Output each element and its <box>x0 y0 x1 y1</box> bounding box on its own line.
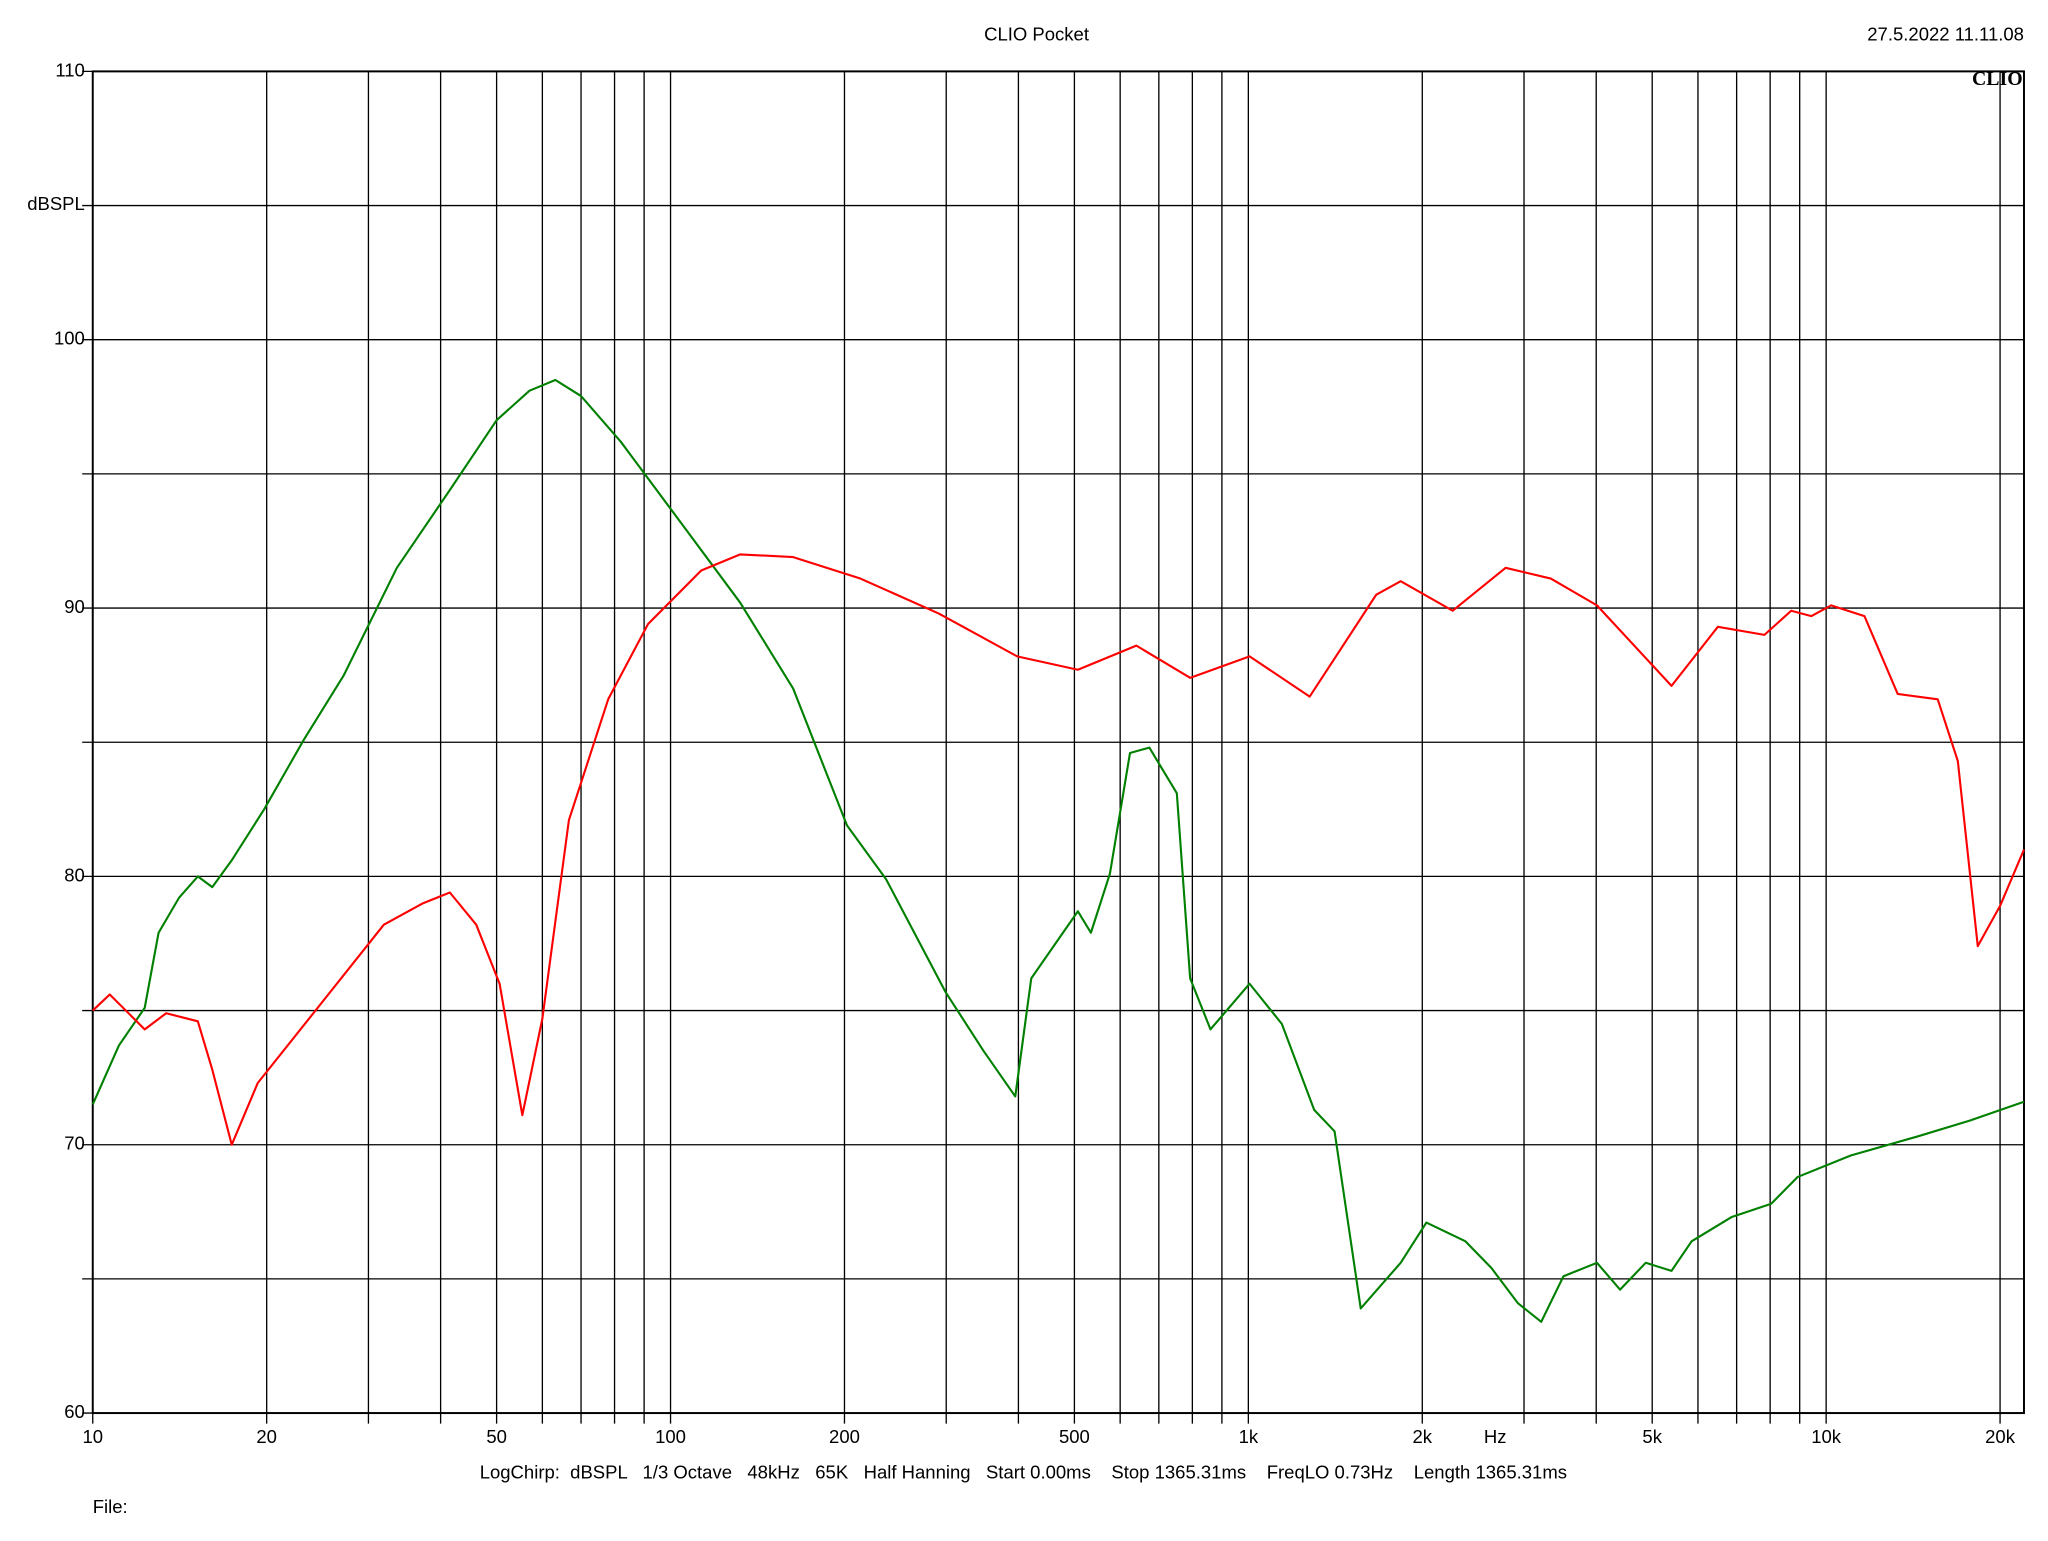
y-tick-label: 100 <box>54 328 85 349</box>
x-tick-label: 200 <box>829 1426 860 1447</box>
y-tick-label: 70 <box>64 1133 85 1154</box>
x-tick-label: 2k <box>1413 1426 1433 1447</box>
x-tick-label: 10 <box>82 1426 103 1447</box>
x-tick-label: 500 <box>1059 1426 1090 1447</box>
y-tick-label: 110 <box>55 59 85 80</box>
x-tick-label: 20 <box>256 1426 277 1447</box>
x-axis-label: Hz <box>1484 1426 1507 1447</box>
y-tick-label: 90 <box>64 596 85 617</box>
x-tick-label: 1k <box>1239 1426 1259 1447</box>
logo: CLIO <box>1972 68 2023 90</box>
y-axis-label: dBSPL <box>27 193 85 214</box>
y-tick-label: 80 <box>64 864 85 885</box>
x-tick-label: 10k <box>1811 1426 1842 1447</box>
x-tick-label: 50 <box>486 1426 507 1447</box>
y-tick-label: 60 <box>64 1401 85 1422</box>
timestamp: 27.5.2022 11.11.08 <box>1867 24 2024 45</box>
data-line <box>92 553 2025 1146</box>
chart-title: CLIO Pocket <box>984 24 1089 45</box>
file-label: File: <box>93 1496 128 1517</box>
x-tick-label: 20k <box>1985 1426 2016 1447</box>
x-tick-label: 100 <box>655 1426 686 1447</box>
data-line <box>91 378 2025 1323</box>
plot-frame <box>91 70 2025 1415</box>
x-tick-label: 5k <box>1642 1426 1662 1447</box>
info-line: LogChirp: dBSPL 1/3 Octave 48kHz 65K Hal… <box>480 1462 1567 1483</box>
